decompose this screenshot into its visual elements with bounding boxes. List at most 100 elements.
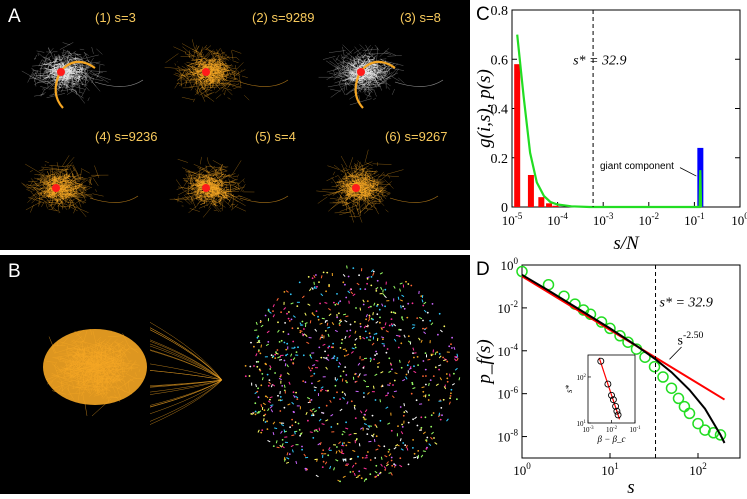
fragment-edge: [282, 443, 283, 446]
fragment-edge: [392, 396, 394, 398]
fragment-node: [439, 353, 441, 355]
fragment-edge: [413, 388, 416, 389]
fragment-edge: [273, 432, 274, 435]
fragment-node: [267, 428, 269, 430]
fragment-node: [261, 429, 263, 431]
bar-p-s: [514, 64, 520, 207]
fragment-node: [336, 446, 338, 448]
fragment-edge: [258, 430, 259, 433]
fragment-edge: [367, 277, 370, 278]
y-tick-label: 0.6: [491, 53, 509, 68]
fragment-edge: [284, 457, 285, 460]
panel-c-label: C: [476, 4, 490, 26]
fragment-node: [402, 426, 404, 428]
seed-node: [202, 68, 210, 76]
fragment-edge: [413, 457, 416, 458]
fragment-node: [394, 380, 396, 382]
fragment-edge: [370, 359, 371, 362]
fragment-node: [279, 410, 281, 412]
network-tail: [95, 80, 143, 87]
fragment-node: [412, 439, 414, 441]
fragment-edge: [312, 409, 315, 411]
fragment-edge: [382, 327, 385, 328]
fragment-node: [450, 395, 452, 397]
fragment-node: [391, 311, 393, 313]
fragment-node: [343, 442, 345, 444]
fragment-node: [267, 374, 269, 376]
fragment-node: [288, 318, 290, 320]
fragment-edge: [312, 287, 314, 290]
fragment-edge: [382, 304, 383, 307]
fragment-edge: [400, 360, 401, 363]
fragment-node: [451, 347, 453, 349]
fragment-node: [340, 347, 342, 349]
fragment-node: [379, 309, 381, 311]
giant-core: [43, 329, 147, 405]
fragment-edge: [310, 400, 311, 403]
x-tick-label: 10-4: [547, 211, 568, 228]
fragment-edge: [320, 337, 321, 340]
fragment-edge: [398, 297, 399, 300]
fragment-node: [391, 465, 393, 467]
fragment-edge: [285, 363, 286, 366]
fragment-edge: [273, 315, 274, 318]
fragment-edge: [350, 288, 352, 291]
fragment-edge: [287, 452, 288, 455]
fragment-node: [371, 276, 373, 278]
fragment-node: [373, 358, 375, 360]
fragment-node: [407, 303, 409, 305]
fragment-edge: [316, 475, 319, 477]
fragment-node: [343, 371, 345, 373]
fragment-edge: [349, 335, 351, 337]
fragment-node: [379, 322, 381, 324]
fragment-edge: [424, 310, 426, 312]
fragment-node: [422, 305, 424, 307]
fragment-edge: [306, 412, 307, 415]
fragment-node: [272, 310, 274, 312]
fragment-node: [410, 285, 412, 287]
fragment-node: [305, 381, 307, 383]
fragment-edge: [309, 289, 311, 291]
fragment-node: [349, 330, 351, 332]
fragment-node: [422, 328, 424, 330]
bar-p-s: [553, 206, 559, 207]
fragment-node: [345, 297, 347, 299]
fragment-edge: [385, 456, 388, 457]
fragment-edge: [385, 395, 388, 396]
fragment-node: [348, 276, 350, 278]
network-label-6: (6) s=9267: [385, 129, 448, 144]
fragment-node: [366, 283, 368, 285]
fragment-edge: [365, 410, 367, 412]
fragment-node: [430, 379, 432, 381]
fragment-node: [316, 286, 318, 288]
fragment-edge: [381, 372, 384, 373]
fragment-node: [386, 352, 388, 354]
fragment-node: [257, 361, 259, 363]
fragment-edge: [373, 386, 374, 389]
fragment-edge: [291, 303, 294, 304]
fragment-node: [395, 464, 397, 466]
fragment-edge: [352, 450, 355, 451]
fragment-edge: [300, 330, 303, 331]
fragment-edge: [375, 374, 378, 376]
fragment-edge: [406, 377, 408, 380]
fragment-node: [360, 326, 362, 328]
fragment-node: [286, 313, 288, 315]
fragment-node: [388, 449, 390, 451]
fragment-node: [319, 303, 321, 305]
fragment-node: [456, 398, 458, 400]
fragment-edge: [306, 342, 309, 343]
seed-node: [202, 184, 210, 192]
fragment-node: [293, 391, 295, 393]
fragment-node: [362, 457, 364, 459]
fragment-node: [422, 391, 424, 393]
fragment-node: [345, 445, 347, 447]
fragment-node: [255, 411, 257, 413]
fragment-node: [367, 451, 369, 453]
seed-node: [357, 68, 365, 76]
fragment-edge: [394, 286, 396, 289]
fragment-edge: [323, 358, 326, 359]
fragment-edge: [406, 445, 408, 448]
fragment-edge: [374, 439, 375, 442]
fragment-edge: [375, 471, 377, 473]
